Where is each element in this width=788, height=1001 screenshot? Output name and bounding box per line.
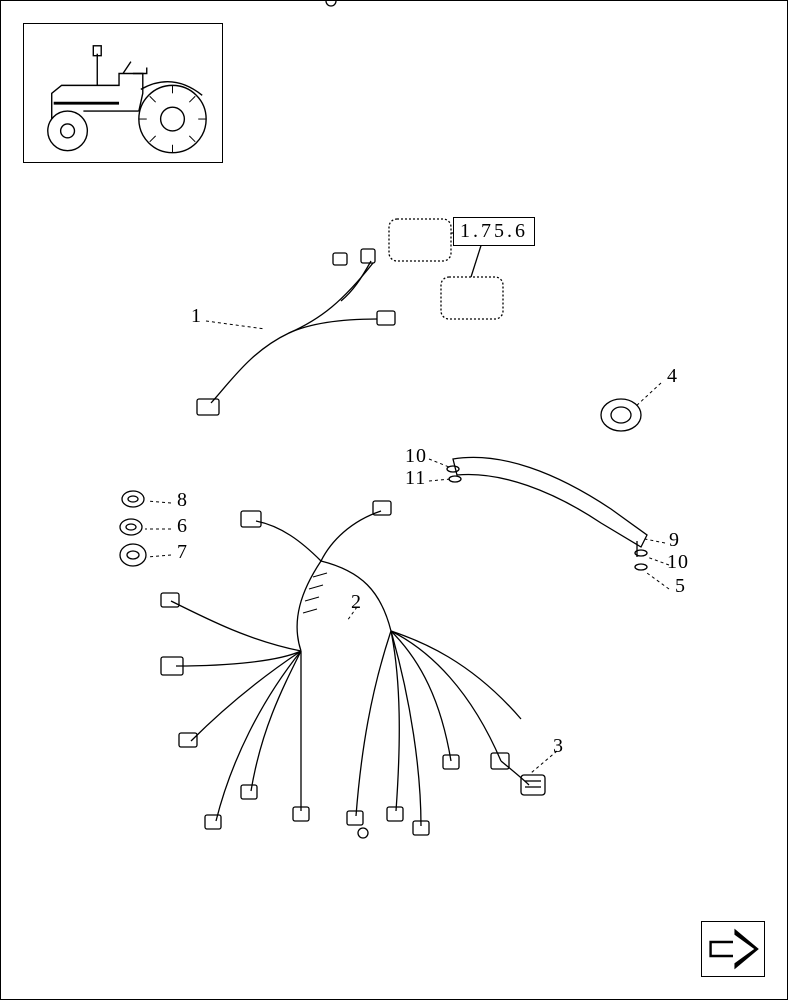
part-1	[197, 249, 395, 415]
arrow-right-icon	[702, 922, 764, 976]
callout-10a: 10	[405, 445, 427, 468]
part-9	[453, 457, 647, 557]
exploded-diagram	[1, 1, 788, 1001]
callout-8: 8	[177, 489, 188, 512]
callout-2: 2	[351, 591, 362, 614]
part-2	[161, 1, 521, 838]
callout-10b: 10	[667, 551, 689, 574]
callout-1: 1	[191, 305, 202, 328]
callout-6: 6	[177, 515, 188, 538]
next-page-button[interactable]	[701, 921, 765, 977]
part-4	[601, 399, 641, 431]
part-3	[501, 761, 545, 795]
page-frame: 1.75.6 1 2 3 4 5 6 7 8 9 10 10 11	[0, 0, 788, 1000]
assembly-ref-box: 1.75.6	[453, 217, 535, 246]
parts-6-7-8	[120, 491, 146, 566]
assembly-ref-label: 1.75.6	[460, 220, 528, 242]
callout-5: 5	[675, 575, 686, 598]
callout-11: 11	[405, 467, 426, 490]
callout-4: 4	[667, 365, 678, 388]
callout-7: 7	[177, 541, 188, 564]
callout-3: 3	[553, 735, 564, 758]
callout-9: 9	[669, 529, 680, 552]
